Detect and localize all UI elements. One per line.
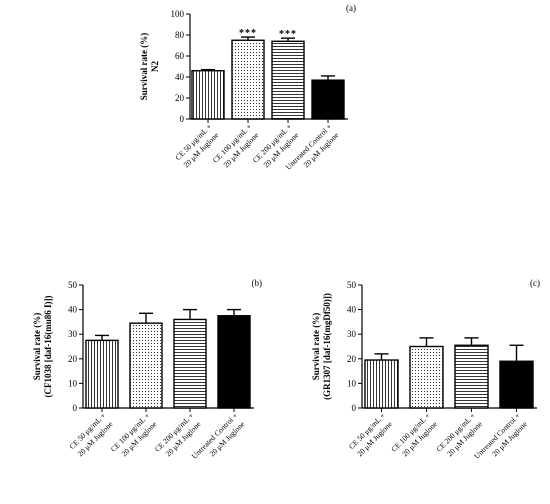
y-axis-label: (GR1307 [daf-16(mgDf50)]) [322, 293, 332, 400]
y-axis-label: (CF1038 [daf-16(mu86 I)]) [43, 296, 53, 398]
bar [85, 339, 119, 409]
bar [231, 39, 265, 120]
panel-label: (b) [252, 278, 263, 288]
significance-label: *** [239, 28, 257, 39]
y-tick-label: 40 [175, 72, 185, 82]
panel-label: (c) [530, 278, 540, 288]
y-tick-label: 40 [68, 305, 78, 315]
bar [364, 359, 399, 409]
y-tick-label: 30 [68, 329, 78, 339]
y-tick-label: 50 [347, 280, 357, 290]
bar [409, 345, 444, 409]
bar [129, 322, 163, 409]
y-tick-label: 60 [175, 51, 185, 61]
y-tick-label: 100 [171, 9, 185, 19]
significance-label: *** [279, 29, 297, 40]
y-tick-label: 0 [352, 403, 357, 413]
y-tick-label: 10 [347, 378, 357, 388]
y-axis-label: Survival rate (%) [32, 313, 42, 381]
y-tick-label: 10 [68, 378, 78, 388]
bar [173, 318, 207, 409]
y-tick-label: 30 [347, 329, 357, 339]
chart-panel-c: (c) 0 10 20 30 40 50 Survival rate (%) (GR1307 [… [311, 278, 540, 461]
bar [454, 344, 489, 409]
bar [499, 360, 534, 409]
chart-panel-b: (b) 0 10 20 30 40 50 Survival rate (%) (CF1038 [… [32, 278, 262, 461]
bar [191, 69, 225, 120]
panel-label: (a) [346, 3, 356, 13]
y-axis-label: N2 [150, 61, 160, 72]
y-tick-label: 20 [68, 354, 78, 364]
y-axis-label: Survival rate (%) [311, 313, 321, 381]
y-tick-label: 0 [180, 114, 185, 124]
bar [217, 315, 251, 409]
bar [271, 40, 305, 120]
y-tick-label: 20 [175, 93, 185, 103]
y-tick-label: 40 [347, 305, 357, 315]
y-tick-label: 80 [175, 30, 185, 40]
y-tick-label: 20 [347, 354, 357, 364]
y-tick-label: 0 [73, 403, 78, 413]
y-axis-label: Survival rate (%) [139, 33, 149, 101]
bar [311, 79, 345, 120]
y-tick-label: 50 [68, 280, 78, 290]
